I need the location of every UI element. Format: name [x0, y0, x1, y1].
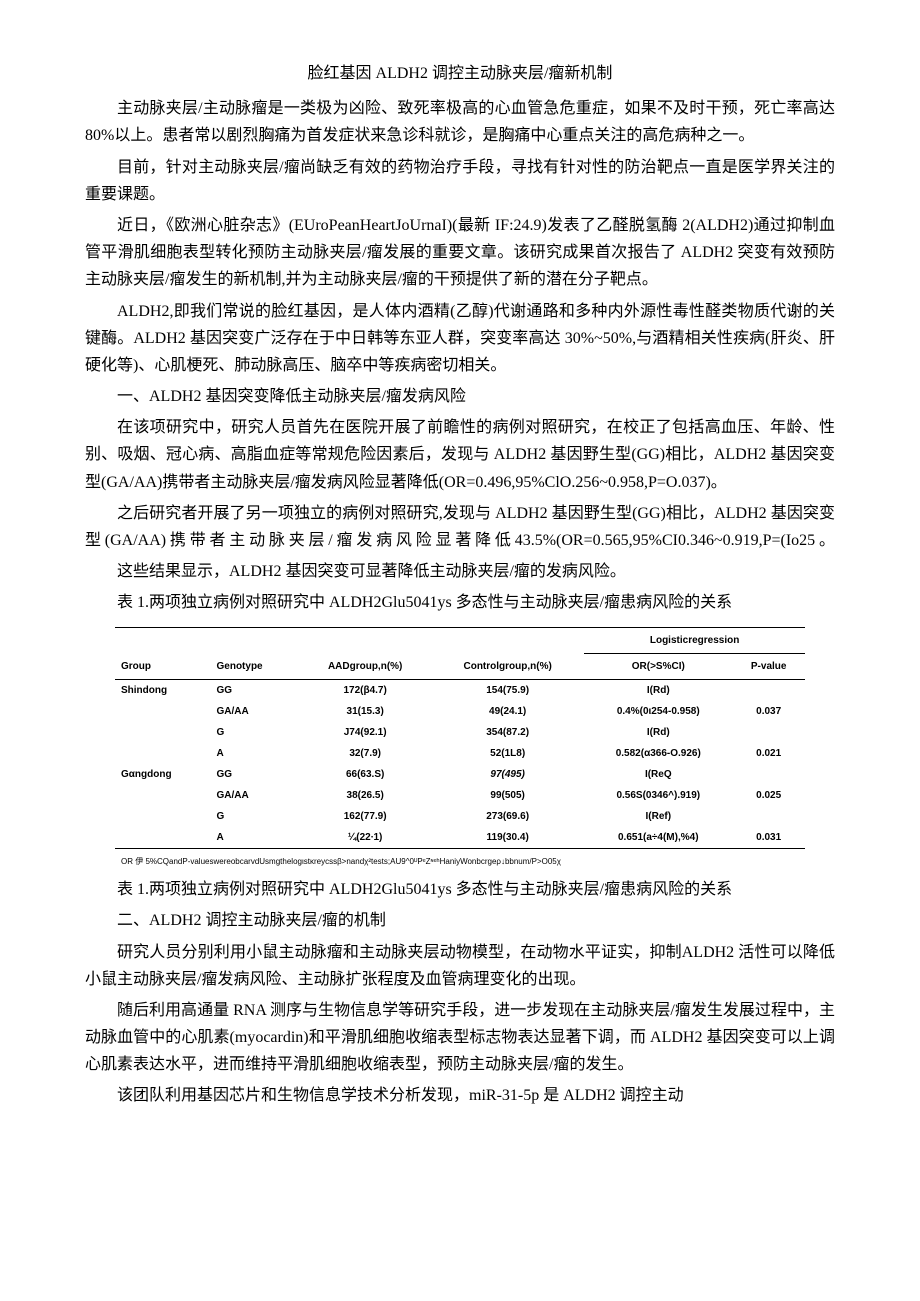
cell: 66(63.S) — [299, 764, 431, 785]
table-row: GA/AA 31(15.3) 49(24.1) 0.4%(0ι254-0.958… — [115, 701, 805, 722]
paragraph: 这些结果显示，ALDH2 基因突变可显著降低主动脉夹层/瘤的发病风险。 — [85, 558, 835, 585]
table-caption: 表 1.两项独立病例对照研究中 ALDH2Glu5041ys 多态性与主动脉夹层… — [85, 876, 835, 903]
table-row: Gαngdong GG 66(63.S) 97(495) I(ReQ — [115, 764, 805, 785]
table-row: GA/AA 38(26.5) 99(505) 0.56S(0346^).919)… — [115, 785, 805, 806]
cell: GA/AA — [211, 701, 300, 722]
cell: 0.651(a÷4(M),%4) — [584, 827, 732, 849]
cell: 273(69.6) — [431, 806, 584, 827]
cell: 0.4%(0ι254-0.958) — [584, 701, 732, 722]
cell — [115, 743, 211, 764]
cell — [732, 722, 805, 743]
section-heading: 一、ALDH2 基因突变降低主动脉夹层/瘤发病风险 — [85, 383, 835, 410]
cell — [115, 827, 211, 849]
cell: 0.031 — [732, 827, 805, 849]
table-body: Shindong GG 172(β4.7) 154(75.9) I(Rd) GA… — [115, 679, 805, 848]
table-row: Shindong GG 172(β4.7) 154(75.9) I(Rd) — [115, 679, 805, 701]
cell — [115, 722, 211, 743]
col-header-control: Controlgroup,n(%) — [431, 627, 584, 679]
table-row: A 32(7.9) 52(1L8) 0.582(α366-O.926) 0.02… — [115, 743, 805, 764]
cell: 49(24.1) — [431, 701, 584, 722]
document-title: 脸红基因 ALDH2 调控主动脉夹层/瘤新机制 — [85, 60, 835, 87]
paragraph: 之后研究者开展了另一项独立的病例对照研究,发现与 ALDH2 基因野生型(GG)… — [85, 500, 835, 554]
cell: Shindong — [115, 679, 211, 701]
cell: J74(92.1) — [299, 722, 431, 743]
cell: 38(26.5) — [299, 785, 431, 806]
cell: GG — [211, 679, 300, 701]
cell: 172(β4.7) — [299, 679, 431, 701]
cell — [732, 806, 805, 827]
cell: I(Rd) — [584, 679, 732, 701]
table-row: A ¼(22∙1) 119(30.4) 0.651(a÷4(M),%4) 0.0… — [115, 827, 805, 849]
cell — [732, 764, 805, 785]
cell: 354(87.2) — [431, 722, 584, 743]
paragraph: 该团队利用基因芯片和生物信息学技术分析发现，miR-31-5p 是 ALDH2 … — [85, 1082, 835, 1109]
cell: 0.025 — [732, 785, 805, 806]
data-table-container: Group Genotype AADgroup,n(%) Controlgrou… — [85, 627, 835, 869]
cell: 162(77.9) — [299, 806, 431, 827]
section-heading: 二、ALDH2 调控主动脉夹层/瘤的机制 — [85, 907, 835, 934]
cell: A — [211, 827, 300, 849]
paragraph: 近日，《欧洲心脏杂志》(EUroPeanHeartJoUrnaI)(最新 IF:… — [85, 212, 835, 294]
data-table: Group Genotype AADgroup,n(%) Controlgrou… — [115, 627, 805, 849]
cell: GG — [211, 764, 300, 785]
cell: GA/AA — [211, 785, 300, 806]
col-header-or: OR(>S%CI) — [584, 653, 732, 679]
cell: I(Ref) — [584, 806, 732, 827]
cell: G — [211, 806, 300, 827]
cell: I(Rd) — [584, 722, 732, 743]
cell: 0.037 — [732, 701, 805, 722]
cell: 97(495) — [431, 764, 584, 785]
paragraph: 研究人员分别利用小鼠主动脉瘤和主动脉夹层动物模型，在动物水平证实，抑制ALDH2… — [85, 939, 835, 993]
paragraph: 随后利用高通量 RNA 测序与生物信息学等研究手段，进一步发现在主动脉夹层/瘤发… — [85, 997, 835, 1079]
cell: 31(15.3) — [299, 701, 431, 722]
cell — [115, 806, 211, 827]
paragraph: ALDH2,即我们常说的脸红基因，是人体内酒精(乙醇)代谢通路和多种内外源性毒性… — [85, 298, 835, 380]
col-header-logistic: Logisticregression — [584, 627, 805, 653]
col-header-aad: AADgroup,n(%) — [299, 627, 431, 679]
cell: 0.582(α366-O.926) — [584, 743, 732, 764]
cell: 154(75.9) — [431, 679, 584, 701]
table-footnote: OR 伊 5%CQandP-valueswereobcarvdUsmgthelo… — [115, 855, 805, 869]
cell: ¼(22∙1) — [299, 827, 431, 849]
cell — [732, 679, 805, 701]
cell: A — [211, 743, 300, 764]
col-header-genotype: Genotype — [211, 627, 300, 679]
cell: I(ReQ — [584, 764, 732, 785]
cell: 119(30.4) — [431, 827, 584, 849]
cell: 99(505) — [431, 785, 584, 806]
paragraph: 主动脉夹层/主动脉瘤是一类极为凶险、致死率极高的心血管急危重症，如果不及时干预，… — [85, 95, 835, 149]
cell: G — [211, 722, 300, 743]
cell: 0.021 — [732, 743, 805, 764]
table-caption: 表 1.两项独立病例对照研究中 ALDH2Glu5041ys 多态性与主动脉夹层… — [85, 589, 835, 616]
cell: Gαngdong — [115, 764, 211, 785]
paragraph: 目前，针对主动脉夹层/瘤尚缺乏有效的药物治疗手段，寻找有针对性的防治靶点一直是医… — [85, 154, 835, 208]
paragraph: 在该项研究中，研究人员首先在医院开展了前瞻性的病例对照研究，在校正了包括高血压、… — [85, 414, 835, 496]
col-header-pvalue: P-value — [732, 653, 805, 679]
col-header-group: Group — [115, 627, 211, 679]
cell — [115, 785, 211, 806]
cell: 52(1L8) — [431, 743, 584, 764]
cell: 32(7.9) — [299, 743, 431, 764]
document-page: 脸红基因 ALDH2 调控主动脉夹层/瘤新机制 主动脉夹层/主动脉瘤是一类极为凶… — [0, 0, 920, 1174]
cell — [115, 701, 211, 722]
table-row: G 162(77.9) 273(69.6) I(Ref) — [115, 806, 805, 827]
table-row: G J74(92.1) 354(87.2) I(Rd) — [115, 722, 805, 743]
cell: 0.56S(0346^).919) — [584, 785, 732, 806]
